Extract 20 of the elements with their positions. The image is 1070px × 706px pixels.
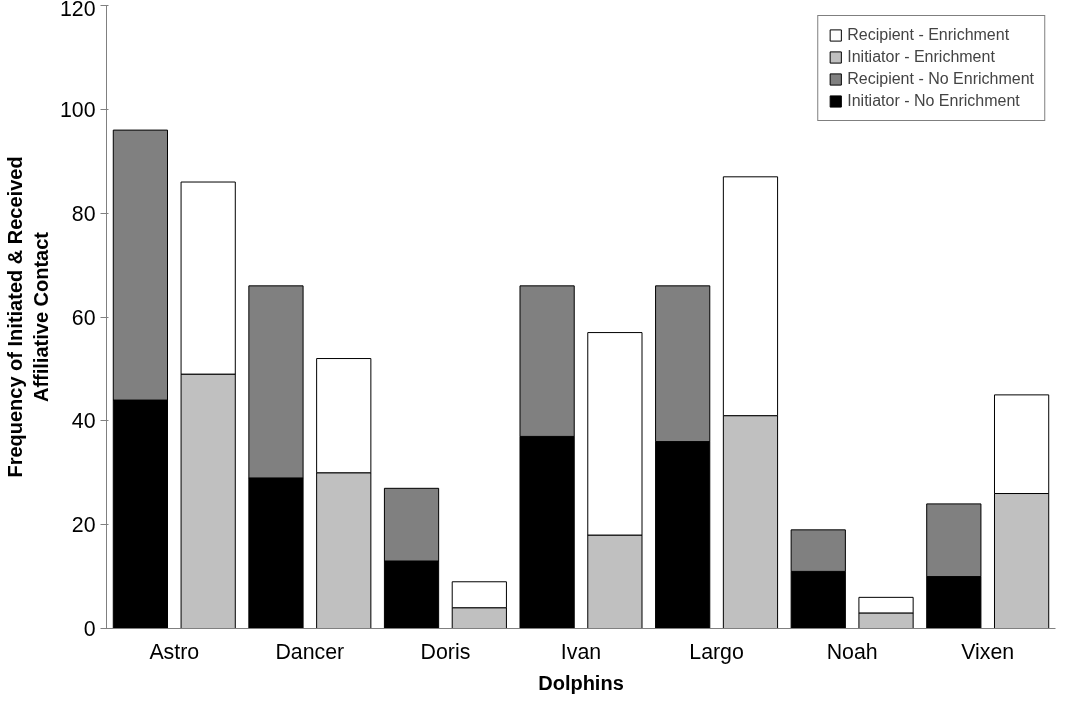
- x-tick-label: Dancer: [275, 639, 345, 664]
- x-tick-label: Largo: [689, 639, 744, 664]
- x-tick-label: Vixen: [961, 639, 1015, 664]
- y-tick-label: 0: [83, 617, 96, 641]
- legend-label: Recipient - No Enrichment: [847, 70, 1034, 88]
- x-tick-label: Doris: [420, 639, 471, 664]
- legend-label: Initiator - No Enrichment: [847, 92, 1020, 110]
- y-tick-label: 20: [71, 513, 96, 538]
- x-tick-label: Noah: [826, 639, 878, 664]
- x-tick-label: Astro: [149, 639, 200, 664]
- y-axis-title: Frequency of Initiated & Received Affiliative Contact: [3, 156, 52, 478]
- y-tick-label: 40: [71, 409, 96, 434]
- y-tick-label: 80: [71, 201, 96, 226]
- x-tick-label: Ivan: [560, 639, 602, 664]
- y-tick-label: 60: [71, 305, 96, 330]
- y-tick-label: 120: [59, 0, 96, 21]
- legend-label: Initiator - Enrichment: [847, 48, 995, 66]
- legend-label: Recipient - Enrichment: [847, 26, 1010, 44]
- y-tick-label: 100: [59, 97, 96, 122]
- x-axis-title: Dolphins: [538, 671, 624, 694]
